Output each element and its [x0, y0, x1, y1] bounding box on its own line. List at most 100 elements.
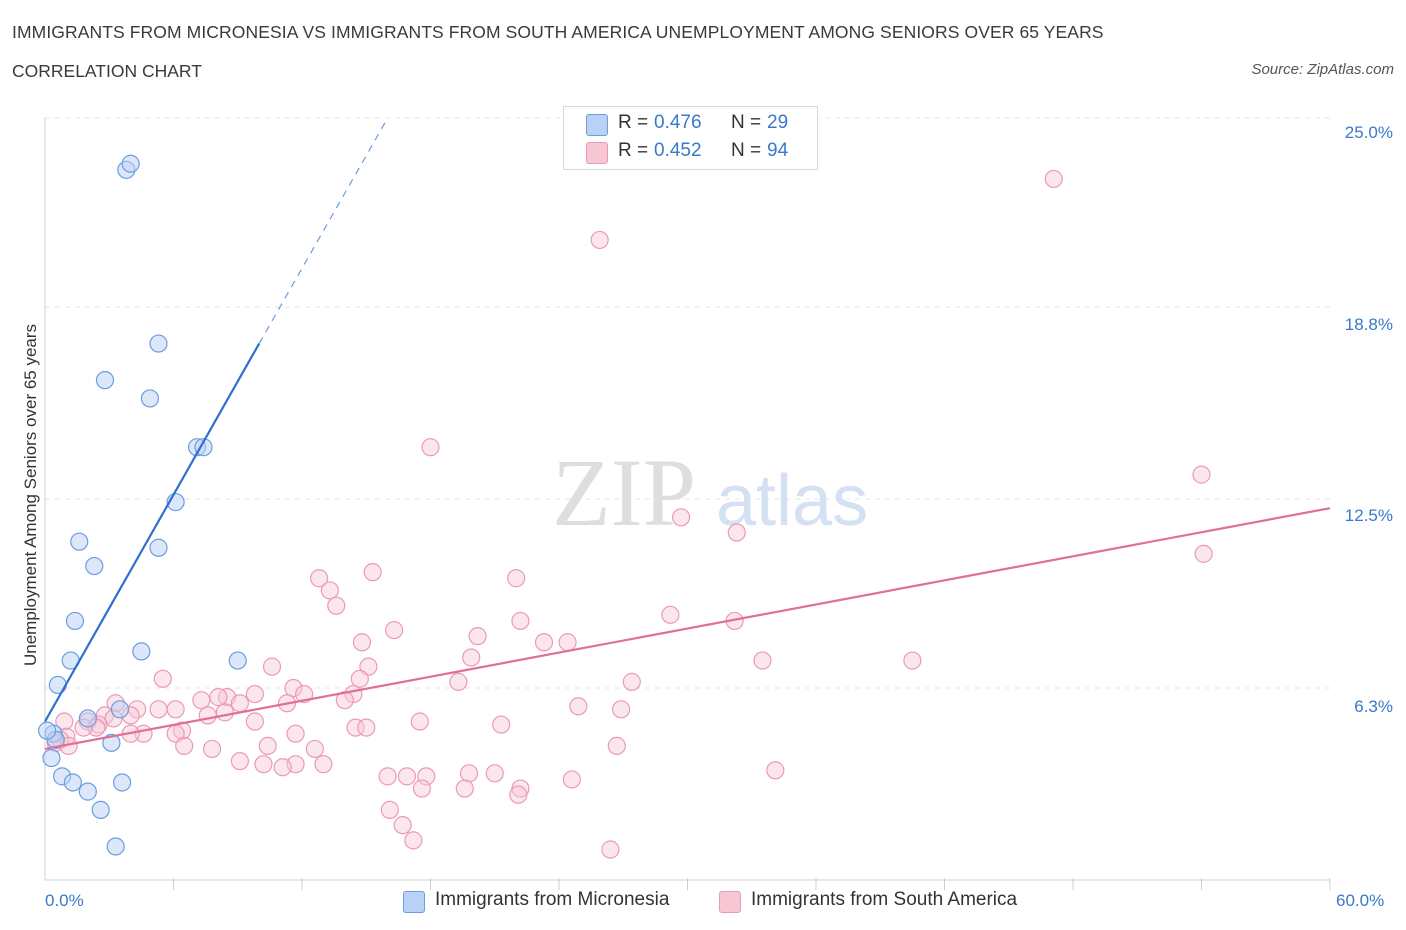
south-america-point	[421, 438, 440, 457]
bottom-legend-swatch-south-america	[719, 891, 741, 913]
micronesia-point	[70, 532, 89, 551]
micronesia-trend-line	[44, 343, 261, 723]
south-america-point	[310, 569, 329, 588]
correlation-legend: R = 0.476 N = 29 R = 0.452 N = 94	[563, 106, 818, 170]
south-america-point	[468, 627, 487, 646]
micronesia-point	[91, 800, 110, 819]
micronesia-point	[85, 556, 104, 576]
micronesia-point	[95, 371, 115, 390]
south-america-point	[1044, 169, 1063, 189]
micronesia-point	[149, 538, 168, 557]
south-america-point	[1192, 465, 1211, 484]
bottom-legend-swatch-micronesia	[403, 891, 425, 913]
south-america-point	[314, 755, 333, 774]
south-america-point	[153, 669, 172, 688]
south-america-point	[449, 672, 468, 691]
south-america-point	[245, 712, 264, 731]
y-tick-label: 12.5%	[1344, 506, 1393, 525]
south-america-point	[1194, 544, 1213, 563]
south-america-point	[534, 633, 554, 652]
bottom-legend-label: Immigrants from Micronesia	[435, 889, 670, 910]
south-america-point	[350, 669, 369, 688]
x-tick-marks	[173, 878, 1331, 890]
micronesia-point	[48, 675, 67, 695]
south-america-point	[766, 761, 785, 780]
zipatlas-watermark: ZIP atlas	[552, 439, 868, 546]
micronesia-point	[42, 748, 61, 768]
south-america-point	[455, 779, 474, 798]
south-america-point	[254, 755, 273, 774]
micronesia-point	[132, 642, 151, 661]
south-america-point	[230, 752, 249, 771]
south-america-point	[569, 697, 588, 716]
micronesia-point	[102, 733, 121, 752]
south-america-point	[607, 736, 626, 755]
south-america-point	[363, 563, 382, 582]
south-america-point	[509, 785, 528, 804]
south-america-point	[661, 605, 680, 624]
legend-n-label: N =	[731, 140, 762, 161]
south-america-point	[393, 816, 412, 835]
south-america-point	[320, 581, 339, 600]
micronesia-point	[140, 389, 160, 408]
south-america-points	[46, 169, 1213, 859]
south-america-point	[462, 648, 481, 667]
south-america-point	[55, 712, 74, 731]
south-america-point	[202, 739, 222, 759]
south-america-point	[404, 831, 423, 850]
south-america-point	[485, 764, 504, 783]
south-america-point	[558, 633, 577, 652]
trend-lines	[44, 117, 1331, 751]
south-america-point	[412, 779, 432, 798]
south-america-point	[198, 706, 217, 725]
y-tick-label: 6.3%	[1354, 697, 1393, 716]
legend-r-value: 0.476	[654, 112, 702, 133]
south-america-point	[258, 736, 277, 755]
micronesia-trend-extension	[258, 117, 389, 344]
chart-subtitle: CORRELATION CHART	[12, 61, 202, 81]
micronesia-point	[65, 611, 85, 631]
x-tick-label-max: 60.0%	[1336, 891, 1385, 910]
legend-n-label: N =	[731, 112, 762, 133]
bottom-legend-label: Immigrants from South America	[751, 889, 1018, 910]
south-america-point	[295, 684, 314, 704]
south-america-point	[492, 715, 511, 734]
legend-n-value: 29	[767, 112, 789, 133]
south-america-point	[149, 700, 168, 719]
micronesia-point	[63, 773, 82, 792]
micronesia-point	[149, 334, 168, 353]
south-america-point	[727, 523, 746, 542]
micronesia-point	[112, 773, 132, 792]
south-america-point	[671, 508, 691, 527]
south-america-point	[284, 678, 303, 698]
south-america-point	[397, 767, 417, 786]
south-america-point	[507, 569, 526, 588]
micronesia-point	[78, 709, 97, 728]
south-america-point	[380, 800, 399, 819]
legend-swatch-micronesia	[586, 114, 608, 136]
south-america-point	[357, 718, 376, 737]
micronesia-point	[78, 782, 97, 801]
south-america-point	[273, 758, 292, 777]
south-america-point	[245, 684, 264, 704]
south-america-point	[590, 230, 609, 250]
micronesia-point	[121, 154, 140, 173]
legend-r-label: R =	[618, 112, 649, 133]
watermark-atlas: atlas	[716, 461, 868, 541]
south-america-point	[209, 688, 228, 707]
legend-r-label: R =	[618, 140, 649, 161]
micronesia-point	[106, 837, 125, 856]
legend-swatch-south-america	[586, 142, 608, 164]
south-america-point	[192, 691, 211, 710]
south-america-point	[262, 657, 282, 676]
south-america-point	[175, 736, 194, 755]
legend-n-value: 94	[767, 140, 789, 161]
south-america-point	[346, 718, 365, 737]
south-america-point	[327, 596, 346, 615]
south-america-point	[166, 700, 185, 719]
south-america-point	[384, 620, 404, 640]
watermark-zip: ZIP	[552, 439, 696, 546]
grid-lines	[45, 117, 1330, 689]
south-america-point	[903, 651, 922, 670]
